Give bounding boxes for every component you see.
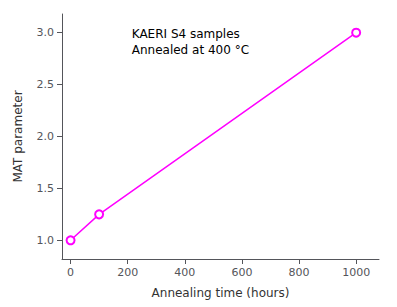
svg-text:2.0: 2.0 — [37, 130, 55, 143]
svg-text:400: 400 — [174, 266, 195, 279]
svg-text:1000: 1000 — [342, 266, 370, 279]
svg-text:MAT parameter: MAT parameter — [11, 90, 25, 182]
svg-text:800: 800 — [289, 266, 310, 279]
svg-text:600: 600 — [231, 266, 252, 279]
svg-text:Annealed at 400 °C: Annealed at 400 °C — [132, 43, 249, 57]
svg-text:1.5: 1.5 — [37, 182, 55, 195]
svg-text:0: 0 — [67, 266, 74, 279]
svg-text:200: 200 — [117, 266, 138, 279]
svg-text:Annealing time (hours): Annealing time (hours) — [152, 286, 290, 300]
svg-text:3.0: 3.0 — [37, 26, 55, 39]
svg-text:KAERI S4 samples: KAERI S4 samples — [132, 27, 240, 41]
svg-text:2.5: 2.5 — [37, 78, 55, 91]
svg-text:1.0: 1.0 — [37, 234, 55, 247]
